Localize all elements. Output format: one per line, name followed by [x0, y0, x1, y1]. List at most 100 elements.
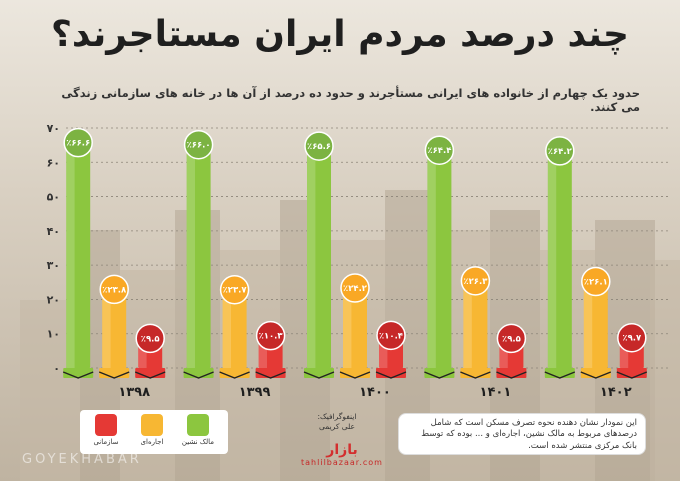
bar-base-chevron [580, 371, 612, 379]
data-label: ٪۹.۵ [141, 334, 160, 344]
legend-label-rental: اجاره‌ای [140, 438, 164, 446]
bar-base-chevron [255, 371, 286, 379]
legend-item-rental: اجاره‌ای [130, 414, 174, 446]
value-badge [340, 273, 370, 303]
value-badge [63, 127, 93, 158]
credit-label: اینفوگرافیک: [317, 412, 357, 421]
bar [547, 147, 572, 368]
bar [186, 141, 211, 368]
value-badge [99, 274, 129, 305]
bar-base [63, 368, 94, 378]
bar-base [99, 368, 130, 378]
bar-base-chevron [134, 371, 166, 379]
page-subtitle: حدود یک چهارم از خانواده های ایرانی مستأ… [61, 86, 640, 114]
data-label: ٪۱۰.۳ [259, 332, 284, 342]
bar-highlight [138, 335, 147, 368]
bar-highlight [307, 143, 316, 368]
bar [427, 147, 452, 368]
y-tick-label: ۵۰ [47, 191, 60, 204]
value-badge [545, 136, 575, 166]
bar-base-chevron [496, 371, 527, 379]
bar-highlight [427, 147, 436, 368]
bar [343, 285, 367, 368]
bar-base [255, 368, 286, 378]
bar-base [544, 368, 575, 378]
credit-author: علی کریمی [319, 421, 355, 431]
legend-swatch-owner [187, 414, 209, 436]
bar [66, 139, 91, 368]
bar-highlight [258, 332, 267, 368]
y-tick-label: ۰ [53, 362, 60, 375]
value-badge [304, 131, 334, 161]
x-tick-label: ۱۴۰۲ [600, 385, 632, 400]
data-label: ٪۲۴.۲ [343, 284, 368, 294]
data-label: ٪۶۶.۰ [187, 141, 211, 151]
bar-base-chevron [424, 371, 455, 379]
bar-base-chevron [616, 371, 648, 379]
data-label: ٪۹.۵ [502, 334, 521, 344]
bar-base-chevron [544, 371, 576, 379]
bar-highlight [222, 286, 231, 368]
bar [102, 286, 127, 368]
data-label: ٪۹.۷ [622, 334, 642, 344]
data-label: ٪۲۳.۷ [223, 286, 248, 296]
bar [307, 143, 331, 368]
bar-base [183, 368, 214, 378]
value-badge [219, 274, 250, 305]
legend-swatch-rental [141, 414, 163, 436]
value-badge [135, 323, 165, 354]
value-badge [255, 320, 286, 351]
y-tick-label: ۶۰ [47, 156, 60, 169]
y-tick-label: ۱۰ [47, 328, 60, 341]
legend-swatch-organizational [95, 414, 117, 436]
data-label: ٪۶۶.۶ [66, 139, 90, 149]
bar-highlight [619, 334, 629, 368]
bar-base-chevron [98, 371, 130, 379]
brand-site: tahlilbazaar.com [301, 458, 383, 467]
bar-base [424, 368, 455, 378]
y-tick-label: ۷۰ [47, 122, 60, 135]
bar-highlight [102, 286, 111, 368]
value-badge [424, 135, 455, 165]
bar-base-chevron [460, 371, 491, 379]
value-badge [496, 323, 527, 354]
y-tick-label: ۲۰ [47, 293, 60, 306]
background-building [650, 260, 680, 481]
data-label: ٪۶۵.۶ [307, 142, 331, 152]
bar-base [304, 368, 334, 378]
bar-base [616, 368, 647, 378]
bar [222, 286, 247, 368]
legend-label-owner: مالک نشین [181, 438, 215, 446]
data-label: ٪۲۶.۳ [463, 277, 488, 287]
bar-highlight [463, 277, 472, 368]
watermark-text: GOYEKHABAR [22, 452, 142, 467]
chart-legend: مالک نشین اجاره‌ای سازمانی [80, 410, 228, 454]
bar-base-chevron [303, 371, 335, 379]
data-label: ٪۶۴.۴ [427, 146, 451, 156]
bar-base [219, 368, 250, 378]
value-badge [376, 320, 406, 351]
data-label: ٪۲۳.۸ [102, 285, 127, 295]
value-badge [183, 129, 214, 160]
bar [463, 277, 488, 368]
bar-base [340, 368, 370, 378]
bar-highlight [583, 278, 593, 368]
legend-item-organizational: سازمانی [84, 414, 128, 446]
bar-base-chevron [62, 371, 94, 379]
data-label: ٪۲۶.۱ [584, 278, 608, 288]
bar-highlight [379, 332, 388, 368]
chart-note: این نمودار نشان دهنده نحوه تصرف مسکن است… [398, 413, 646, 455]
bar-base [460, 368, 491, 378]
data-label: ٪۶۴.۲ [548, 147, 573, 157]
bar-base-chevron [339, 371, 371, 379]
x-tick-label: ۱۳۹۹ [239, 385, 271, 400]
value-badge [617, 322, 647, 353]
legend-item-owner: مالک نشین [176, 414, 220, 446]
y-tick-label: ۳۰ [47, 259, 60, 272]
legend-label-organizational: سازمانی [93, 438, 119, 446]
value-badge [581, 266, 611, 297]
bar-base [496, 368, 527, 378]
brand-name: بازار [326, 442, 358, 458]
